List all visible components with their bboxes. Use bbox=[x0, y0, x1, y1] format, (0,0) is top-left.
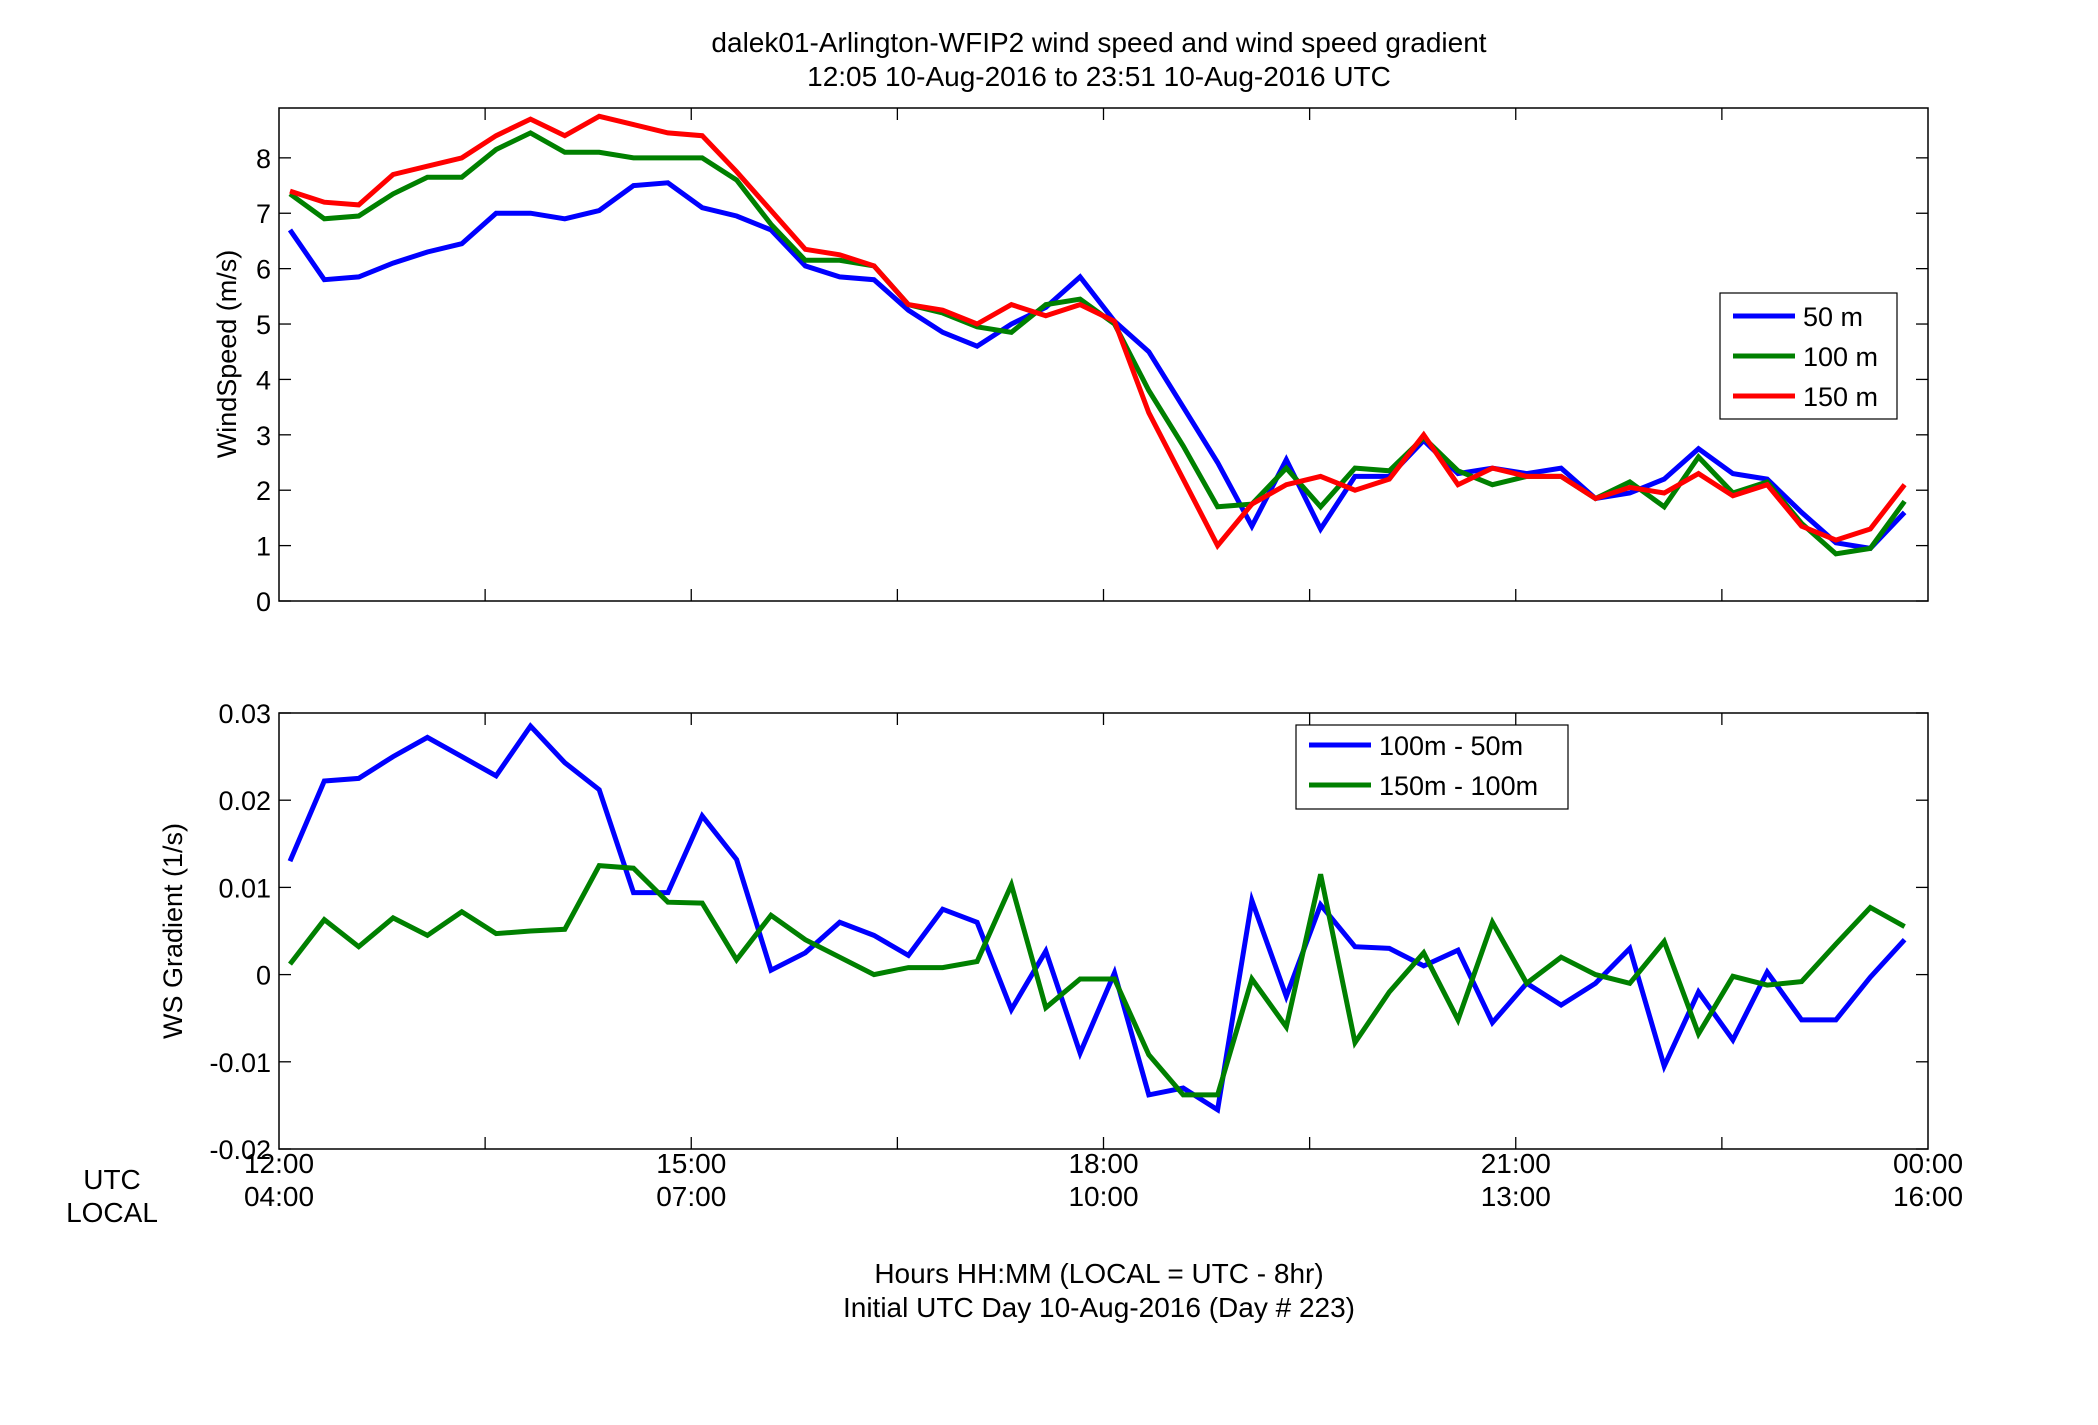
x-axis-label-line1: Hours HH:MM (LOCAL = UTC - 8hr) bbox=[874, 1258, 1323, 1289]
wind-speed-ylabel: WindSpeed (m/s) bbox=[212, 250, 242, 459]
chart-title-line1: dalek01-Arlington-WFIP2 wind speed and w… bbox=[711, 27, 1486, 58]
legend-label-100m-50m: 100m - 50m bbox=[1379, 731, 1523, 761]
wind-speed-ticks: 0 1 2 3 4 5 6 7 8 bbox=[256, 108, 1928, 617]
xtick-label-local: 10:00 bbox=[1068, 1181, 1138, 1212]
legend-label-150m-100m: 150m - 100m bbox=[1379, 771, 1538, 801]
gradient-ytick-label: 0.03 bbox=[218, 699, 271, 729]
xtick-label-local: 13:00 bbox=[1481, 1181, 1551, 1212]
wind-speed-ytick-label: 3 bbox=[256, 421, 271, 451]
xtick-label-utc: 18:00 bbox=[1068, 1148, 1138, 1179]
wind-speed-lines bbox=[287, 113, 1907, 557]
wind-speed-ytick-label: 8 bbox=[256, 144, 271, 174]
gradient-lines bbox=[287, 722, 1907, 1114]
xtick-label-local: 16:00 bbox=[1893, 1181, 1963, 1212]
xtick-label-utc: 15:00 bbox=[656, 1148, 726, 1179]
wind-speed-ytick-label: 2 bbox=[256, 476, 271, 506]
wind-speed-axes-box bbox=[278, 107, 1929, 602]
gradient-ytick-label: 0.02 bbox=[218, 786, 271, 816]
wind-speed-ytick-label: 6 bbox=[256, 255, 271, 285]
local-row-label: LOCAL bbox=[66, 1197, 158, 1228]
gradient-ytick-label: 0.01 bbox=[218, 873, 271, 903]
gradient-ytick-label: -0.02 bbox=[209, 1135, 271, 1165]
x-axis-label-line2: Initial UTC Day 10-Aug-2016 (Day # 223) bbox=[843, 1292, 1355, 1323]
gradient-series-line-1 bbox=[288, 862, 1906, 1098]
xtick-label-utc: 00:00 bbox=[1893, 1148, 1963, 1179]
legend-label-150m: 150 m bbox=[1803, 382, 1878, 412]
gradient-legend: 100m - 50m 150m - 100m bbox=[1295, 724, 1569, 810]
wind-speed-ytick-label: 0 bbox=[256, 587, 271, 617]
xtick-label-utc: 12:00 bbox=[244, 1148, 314, 1179]
wind-speed-ytick-label: 5 bbox=[256, 310, 271, 340]
wind-speed-ytick-label: 4 bbox=[256, 365, 271, 395]
gradient-ylabel: WS Gradient (1/s) bbox=[158, 823, 188, 1039]
wind-speed-ytick-label: 7 bbox=[256, 199, 271, 229]
gradient-ytick-label: 0 bbox=[256, 961, 271, 991]
wind-speed-series-line-2 bbox=[289, 113, 1907, 551]
wind-speed-panel: 0 1 2 3 4 5 6 7 8 WindSpeed (m/s) 50 m 100 m 150… bbox=[212, 107, 1929, 617]
legend-label-100m: 100 m bbox=[1803, 342, 1878, 372]
gradient-series-line-0 bbox=[287, 722, 1907, 1114]
chart-title-line2: 12:05 10-Aug-2016 to 23:51 10-Aug-2016 U… bbox=[807, 61, 1391, 92]
xtick-label-local: 07:00 bbox=[656, 1181, 726, 1212]
wind-speed-legend: 50 m 100 m 150 m bbox=[1719, 292, 1898, 420]
xtick-label-local: 04:00 bbox=[244, 1181, 314, 1212]
wind-speed-ytick-label: 1 bbox=[256, 532, 271, 562]
gradient-ticks: -0.02 -0.01 0 0.01 0.02 0.03 bbox=[209, 699, 1928, 1165]
gradient-panel: -0.02 -0.01 0 0.01 0.02 0.03 WS Gradient (1/s… bbox=[158, 699, 1929, 1165]
utc-row-label: UTC bbox=[83, 1164, 141, 1195]
legend-label-50m: 50 m bbox=[1803, 302, 1863, 332]
gradient-legend-box bbox=[1295, 724, 1569, 810]
gradient-ytick-label: -0.01 bbox=[209, 1048, 271, 1078]
xtick-label-utc: 21:00 bbox=[1481, 1148, 1551, 1179]
